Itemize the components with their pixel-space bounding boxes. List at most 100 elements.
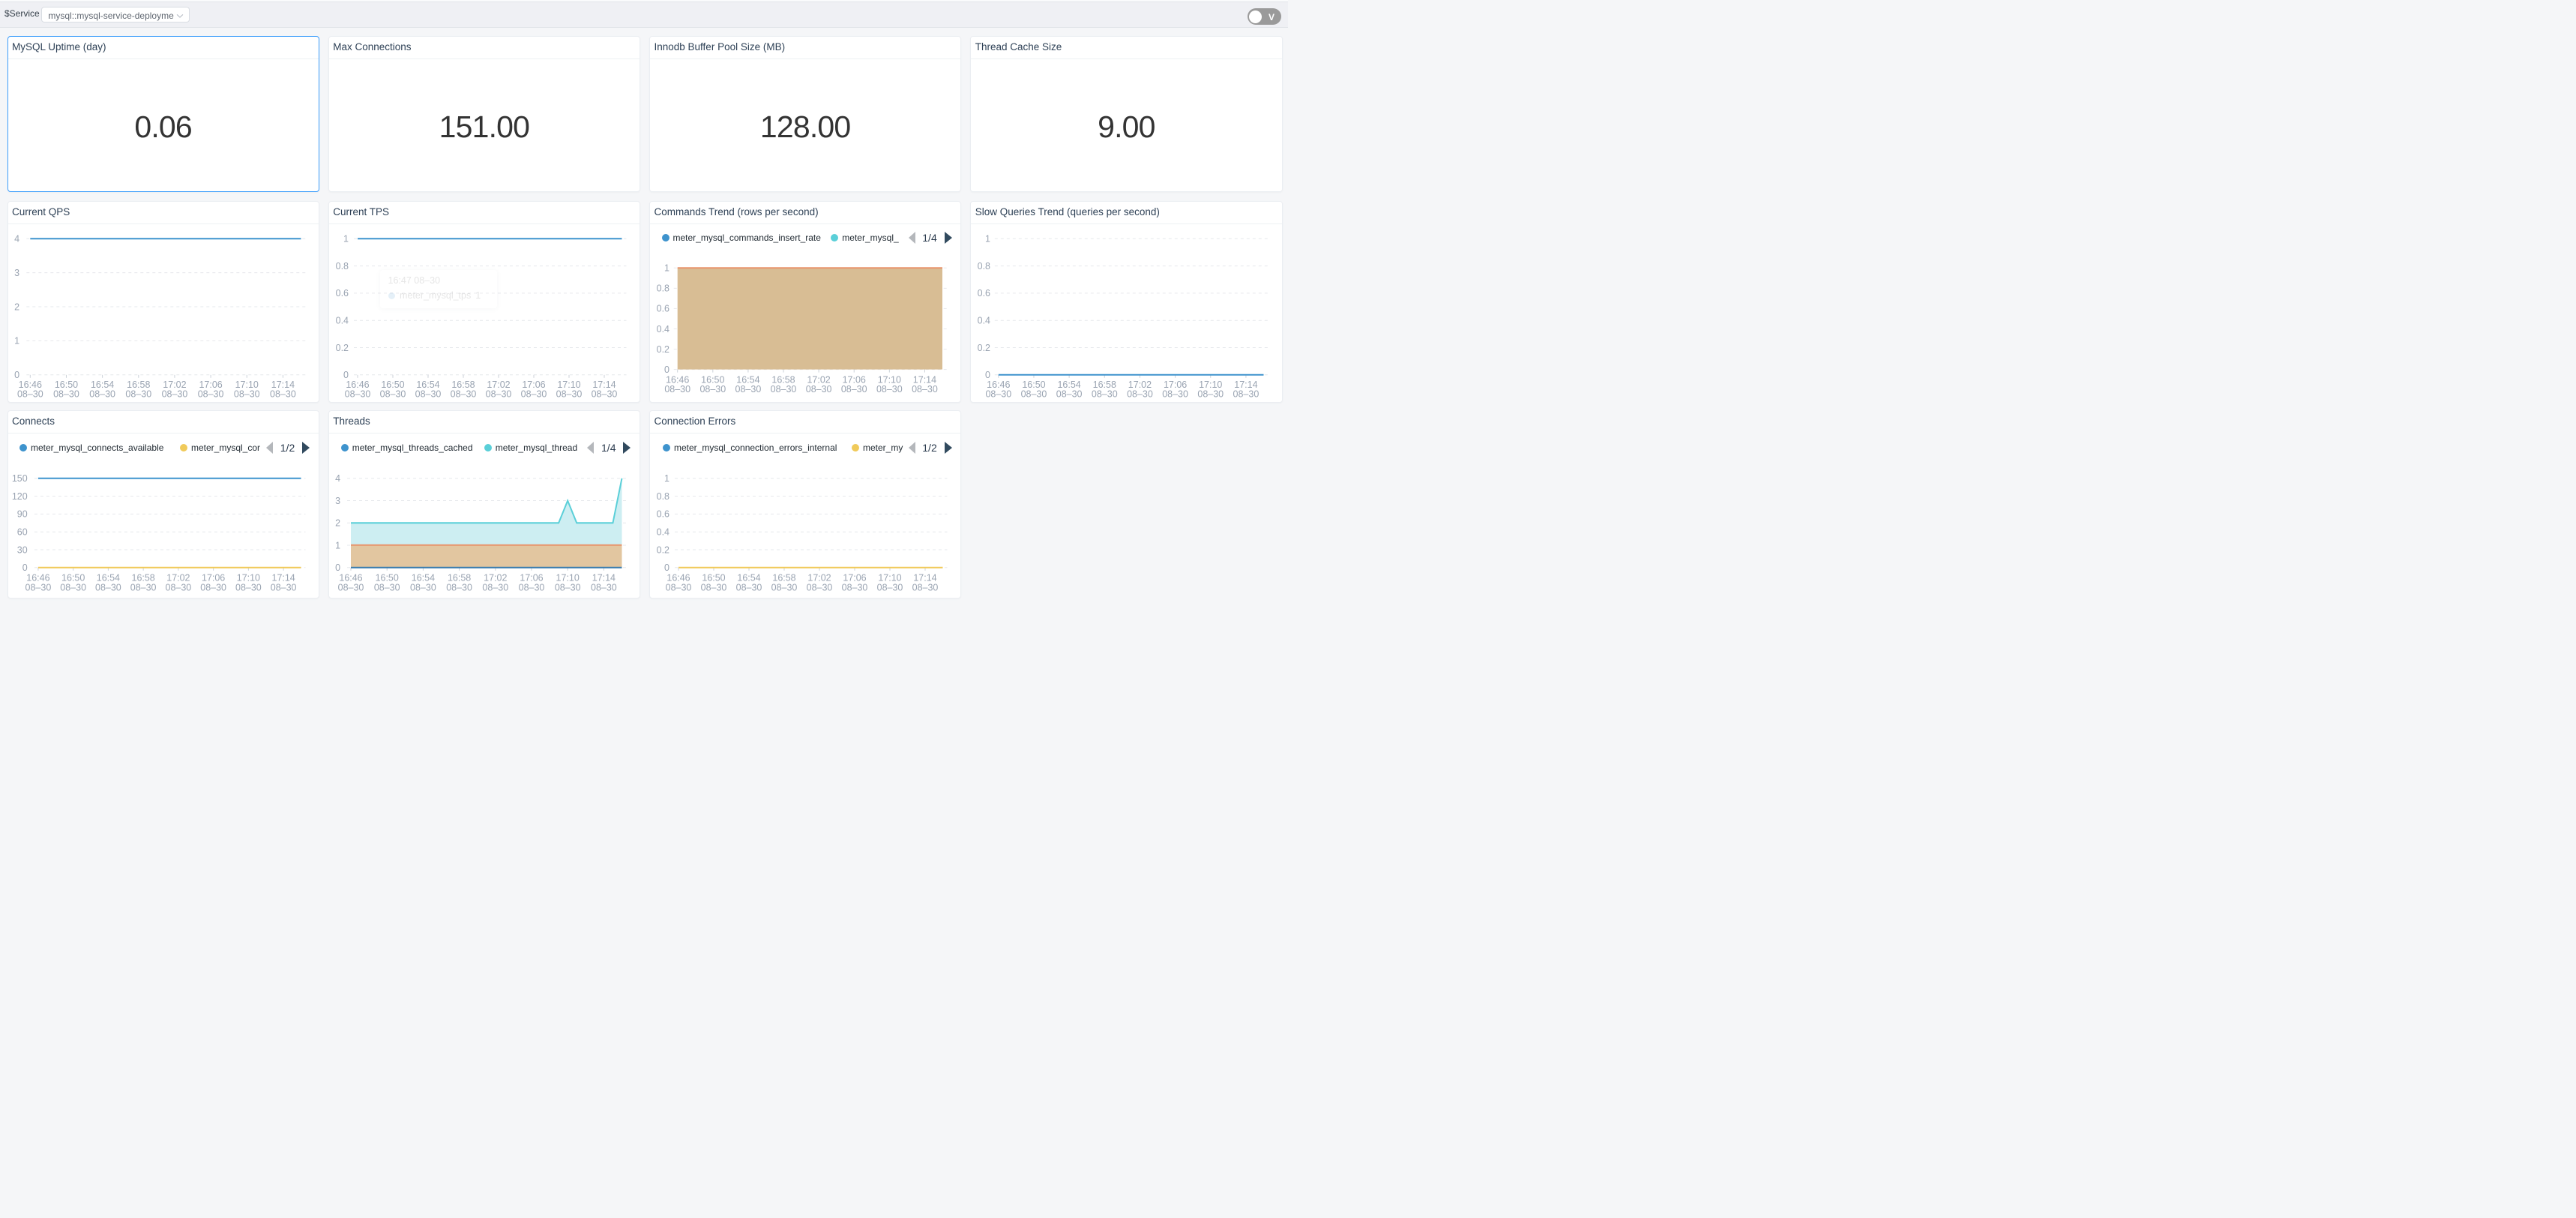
- svg-text:16:50: 16:50: [701, 374, 724, 385]
- svg-text:17:10: 17:10: [235, 379, 258, 389]
- svg-text:17:02: 17:02: [807, 573, 831, 584]
- svg-text:08–30: 08–30: [53, 388, 79, 399]
- svg-text:90: 90: [16, 509, 27, 520]
- svg-text:16:54: 16:54: [736, 374, 759, 385]
- svg-text:08–30: 08–30: [344, 388, 370, 399]
- svg-text:17:06: 17:06: [843, 573, 866, 584]
- svg-text:17:14: 17:14: [592, 379, 616, 389]
- svg-text:17:10: 17:10: [557, 379, 580, 389]
- svg-text:1: 1: [335, 541, 340, 551]
- svg-text:08–30: 08–30: [89, 388, 115, 399]
- svg-text:16:46: 16:46: [346, 379, 369, 389]
- svg-text:08–30: 08–30: [912, 582, 939, 592]
- svg-text:08–30: 08–30: [701, 582, 727, 592]
- svg-text:08–30: 08–30: [270, 388, 296, 399]
- svg-text:08–30: 08–30: [591, 388, 617, 399]
- svg-text:08–30: 08–30: [520, 388, 547, 399]
- svg-text:08–30: 08–30: [270, 582, 296, 592]
- svg-text:08–30: 08–30: [699, 384, 726, 394]
- svg-text:0.6: 0.6: [657, 509, 669, 520]
- svg-text:0.6: 0.6: [657, 303, 669, 314]
- svg-text:0.8: 0.8: [978, 261, 990, 272]
- svg-text:16:58: 16:58: [772, 573, 795, 584]
- svg-text:17:10: 17:10: [1199, 379, 1222, 389]
- svg-text:16:54: 16:54: [412, 573, 435, 584]
- svg-text:16:46: 16:46: [18, 379, 41, 389]
- svg-text:0.6: 0.6: [978, 288, 990, 298]
- svg-text:16:50: 16:50: [61, 573, 85, 584]
- svg-text:08–30: 08–30: [1127, 388, 1153, 399]
- svg-text:16:50: 16:50: [381, 379, 404, 389]
- svg-text:08–30: 08–30: [771, 384, 797, 394]
- svg-text:3: 3: [335, 496, 340, 506]
- svg-text:08–30: 08–30: [410, 582, 436, 592]
- svg-text:08–30: 08–30: [666, 582, 692, 592]
- svg-text:08–30: 08–30: [446, 582, 472, 592]
- svg-text:08–30: 08–30: [842, 582, 868, 592]
- svg-text:0.4: 0.4: [657, 527, 669, 538]
- svg-text:150: 150: [11, 473, 27, 484]
- svg-text:17:06: 17:06: [520, 573, 543, 584]
- svg-text:16:58: 16:58: [451, 379, 475, 389]
- svg-text:16:54: 16:54: [737, 573, 760, 584]
- svg-text:17:06: 17:06: [843, 374, 866, 385]
- svg-text:30: 30: [16, 544, 27, 555]
- svg-text:08–30: 08–30: [16, 388, 43, 399]
- svg-text:16:54: 16:54: [96, 573, 119, 584]
- svg-text:0: 0: [343, 370, 349, 380]
- svg-text:08–30: 08–30: [450, 388, 476, 399]
- svg-text:0.2: 0.2: [978, 342, 990, 352]
- svg-text:1: 1: [343, 233, 349, 244]
- svg-text:0.2: 0.2: [657, 344, 669, 355]
- svg-text:08–30: 08–30: [25, 582, 51, 592]
- svg-text:17:14: 17:14: [271, 573, 295, 584]
- svg-text:08–30: 08–30: [161, 388, 187, 399]
- svg-text:08–30: 08–30: [197, 388, 223, 399]
- svg-text:4: 4: [14, 233, 19, 244]
- svg-text:08–30: 08–30: [379, 388, 406, 399]
- svg-text:0.4: 0.4: [335, 315, 348, 326]
- svg-text:08–30: 08–30: [1162, 388, 1188, 399]
- svg-text:17:14: 17:14: [913, 573, 936, 584]
- svg-text:08–30: 08–30: [1233, 388, 1260, 399]
- svg-text:0.6: 0.6: [335, 288, 348, 298]
- svg-text:17:14: 17:14: [913, 374, 936, 385]
- svg-text:16:50: 16:50: [702, 573, 725, 584]
- svg-text:17:14: 17:14: [271, 379, 294, 389]
- svg-text:0: 0: [664, 562, 669, 573]
- svg-text:08–30: 08–30: [1198, 388, 1224, 399]
- svg-text:08–30: 08–30: [555, 582, 581, 592]
- svg-text:17:02: 17:02: [166, 573, 190, 584]
- svg-text:16:58: 16:58: [448, 573, 471, 584]
- svg-text:08–30: 08–30: [235, 582, 262, 592]
- svg-text:08–30: 08–30: [876, 384, 903, 394]
- svg-text:17:06: 17:06: [1164, 379, 1187, 389]
- svg-text:08–30: 08–30: [841, 384, 867, 394]
- svg-text:17:02: 17:02: [807, 374, 831, 385]
- svg-text:08–30: 08–30: [735, 384, 762, 394]
- svg-text:17:14: 17:14: [1235, 379, 1258, 389]
- svg-text:0: 0: [664, 364, 669, 375]
- svg-text:0: 0: [22, 562, 27, 573]
- svg-text:0: 0: [335, 562, 340, 573]
- svg-text:16:58: 16:58: [771, 374, 795, 385]
- svg-text:08–30: 08–30: [95, 582, 121, 592]
- svg-text:16:50: 16:50: [54, 379, 77, 389]
- svg-text:0.8: 0.8: [657, 491, 669, 502]
- svg-text:08–30: 08–30: [664, 384, 690, 394]
- svg-text:16:46: 16:46: [26, 573, 49, 584]
- svg-text:17:02: 17:02: [487, 379, 510, 389]
- svg-text:16:50: 16:50: [375, 573, 398, 584]
- svg-text:2: 2: [14, 302, 19, 312]
- svg-text:17:02: 17:02: [1128, 379, 1152, 389]
- svg-text:08–30: 08–30: [130, 582, 156, 592]
- svg-text:17:10: 17:10: [236, 573, 259, 584]
- svg-text:120: 120: [11, 491, 27, 502]
- svg-text:17:10: 17:10: [878, 573, 901, 584]
- svg-text:0.4: 0.4: [657, 323, 669, 334]
- svg-text:4: 4: [335, 473, 340, 484]
- svg-text:08–30: 08–30: [736, 582, 762, 592]
- svg-text:08–30: 08–30: [877, 582, 903, 592]
- svg-text:0.4: 0.4: [978, 315, 990, 326]
- svg-text:0.8: 0.8: [335, 261, 348, 272]
